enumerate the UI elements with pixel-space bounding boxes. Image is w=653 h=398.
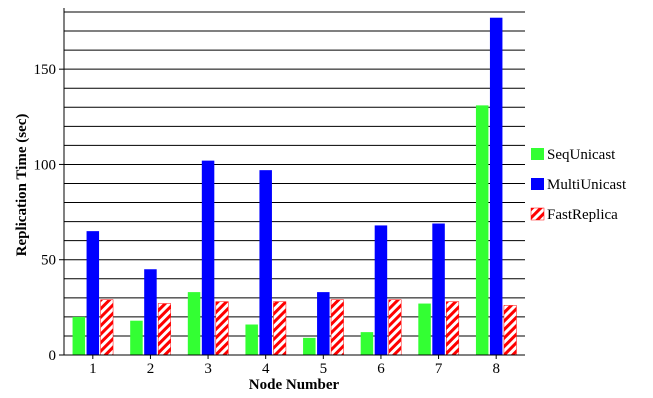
bar-multiunicast-7 (432, 223, 445, 355)
x-tick-label: 2 (147, 361, 155, 377)
bar-multiunicast-4 (259, 170, 272, 355)
bar-fastreplica-3 (215, 301, 229, 356)
legend-label-multiunicast: MultiUnicast (547, 177, 627, 193)
bar-multiunicast-1 (86, 231, 100, 355)
grid-lines (64, 11, 525, 337)
legend: SeqUnicast MultiUnicast FastReplica (530, 147, 627, 223)
x-tick-label: 1 (89, 361, 97, 377)
bar-sequnicast-4 (245, 324, 258, 355)
bar-sequnicast-2 (130, 320, 143, 355)
bar-multiunicast-2 (144, 269, 157, 355)
bar-multiunicast-3 (201, 160, 215, 355)
bar-fastreplica-4 (273, 301, 287, 356)
bars (72, 17, 517, 356)
y-tick-label: 0 (49, 348, 57, 364)
axes (63, 8, 525, 356)
x-tick-label: 7 (435, 361, 443, 377)
y-tick-label: 150 (34, 62, 57, 78)
bar-sequnicast-6 (360, 332, 374, 355)
bar-fastreplica-6 (388, 299, 402, 356)
bar-fastreplica-8 (503, 305, 517, 356)
x-tick-label: 6 (377, 361, 385, 377)
bar-fastreplica-7 (446, 301, 460, 356)
x-tick-label: 8 (492, 361, 500, 377)
x-axis-title: Node Number (249, 377, 340, 393)
y-tick-label: 100 (34, 157, 57, 173)
bar-fastreplica-2 (157, 303, 171, 356)
bar-multiunicast-6 (374, 225, 388, 355)
x-tick-label: 5 (320, 361, 328, 377)
bar-fastreplica-1 (100, 299, 114, 356)
bar-sequnicast-7 (418, 303, 431, 355)
bar-sequnicast-5 (303, 337, 316, 355)
legend-swatch-fastreplica (530, 207, 545, 221)
tick-labels: 0 50 100 150 1 2 3 4 5 6 7 8 (34, 62, 500, 377)
bar-fastreplica-5 (330, 299, 344, 356)
y-tick-label: 50 (41, 253, 56, 269)
legend-swatch-multiunicast (531, 178, 544, 190)
legend-label-fastreplica: FastReplica (547, 207, 618, 223)
bar-multiunicast-5 (317, 292, 330, 355)
bar-multiunicast-8 (489, 17, 503, 355)
y-axis-title: Replication Time (sec) (14, 114, 30, 257)
legend-label-sequnicast: SeqUnicast (547, 147, 616, 163)
legend-swatch-sequnicast (531, 148, 544, 160)
x-tick-label: 3 (204, 361, 212, 377)
bar-sequnicast-3 (187, 292, 201, 355)
bar-sequnicast-8 (475, 105, 489, 355)
bar-sequnicast-1 (72, 316, 86, 355)
x-tick-label: 4 (262, 361, 270, 377)
